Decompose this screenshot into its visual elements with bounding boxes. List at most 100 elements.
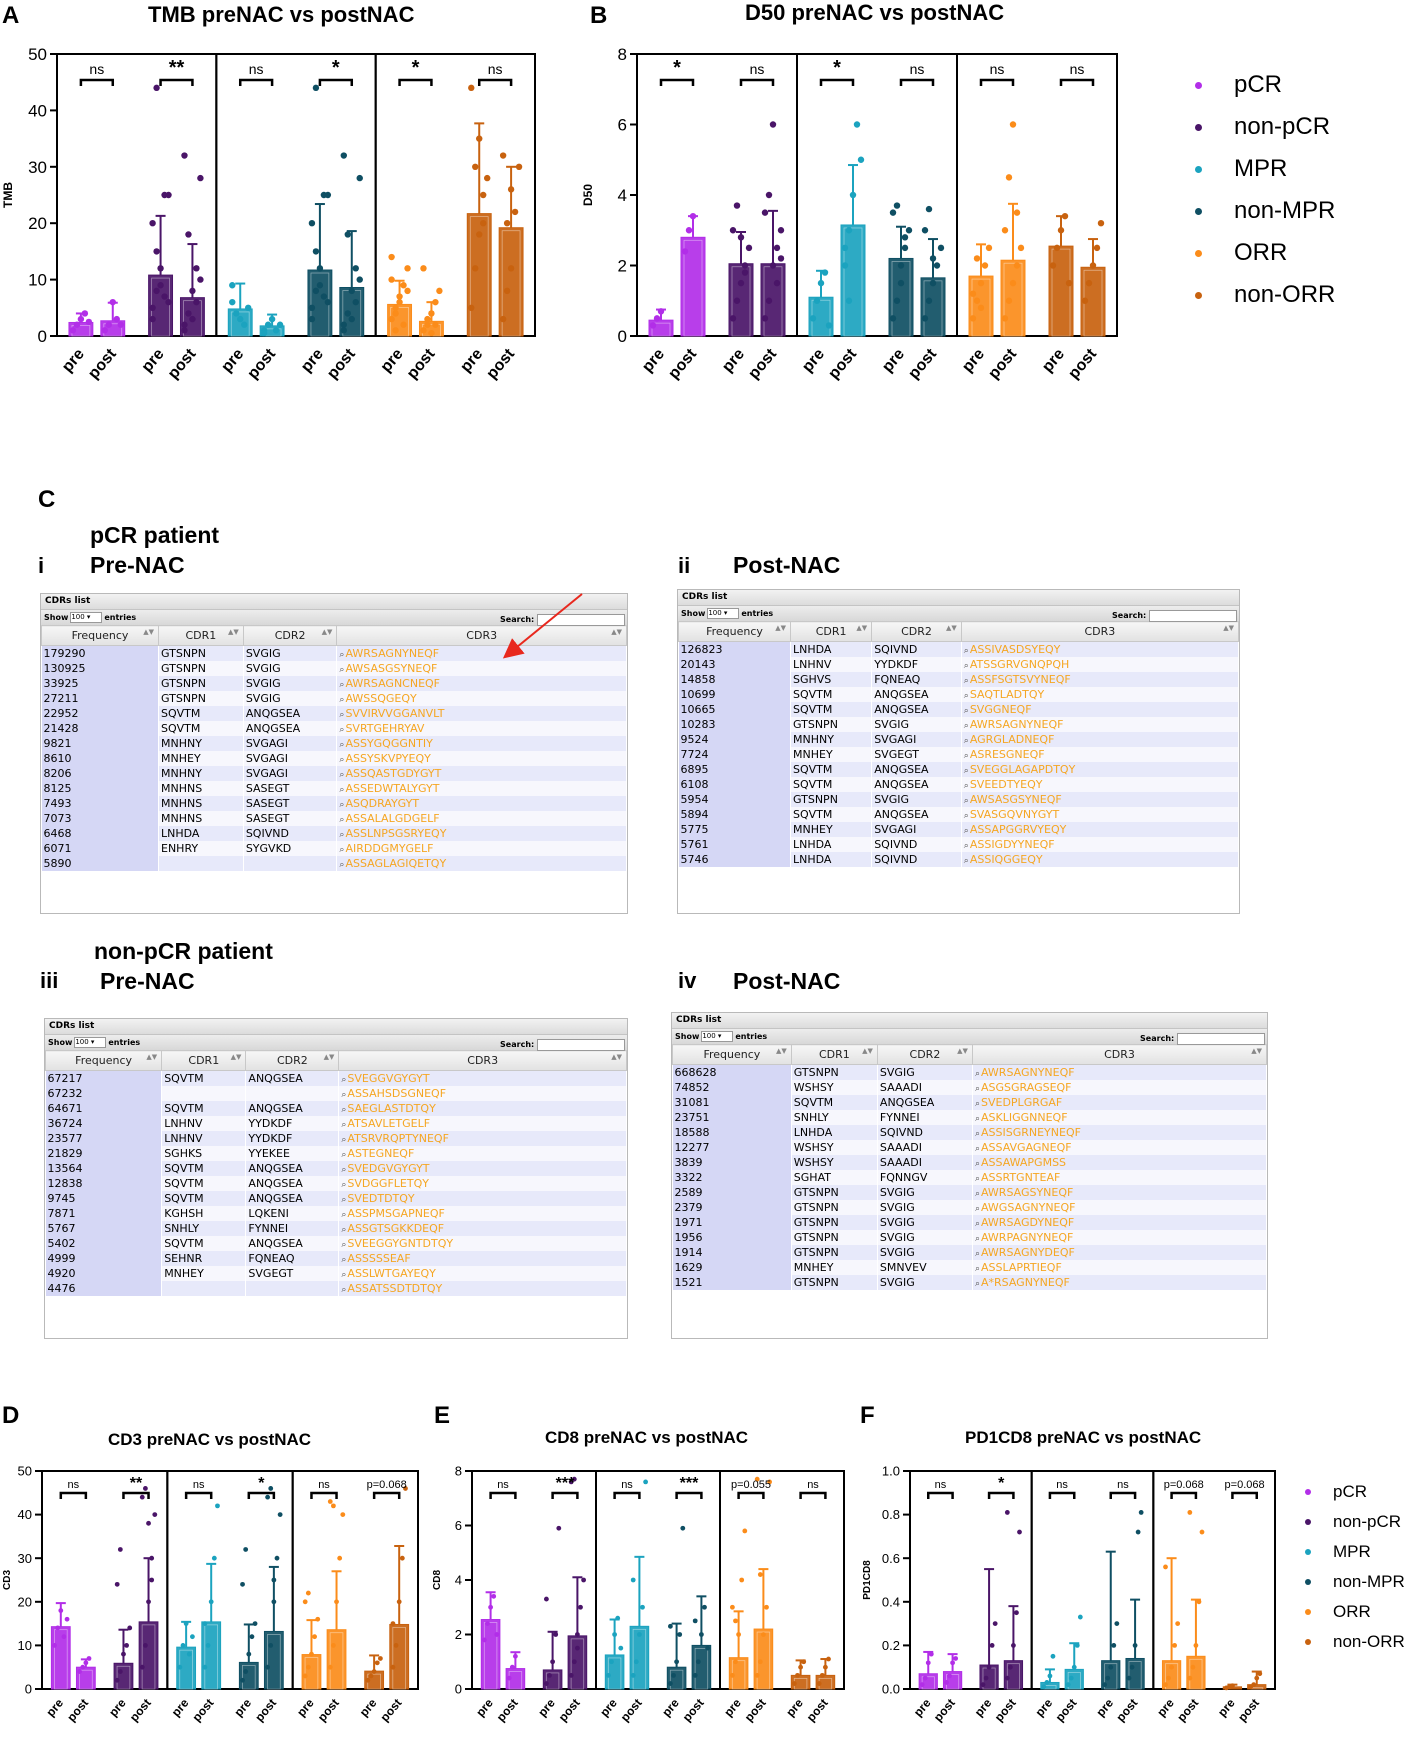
search-icon[interactable]: ⌕ [339, 725, 345, 735]
search-icon[interactable]: ⌕ [974, 1234, 980, 1244]
search-icon[interactable]: ⌕ [974, 1264, 980, 1274]
cdr3-link[interactable]: AWRPAGNYNEQF [981, 1231, 1074, 1244]
cdr3-link[interactable]: SVEGGVGYGYT [347, 1072, 430, 1085]
search-icon[interactable]: ⌕ [339, 770, 345, 780]
table-row[interactable]: 4476 ⌕ASSATSSDTDTQY [45, 1281, 627, 1296]
search-icon[interactable]: ⌕ [339, 800, 345, 810]
cdr3-link[interactable]: ASSYSKVPYEQY [345, 752, 431, 765]
search-icon[interactable]: ⌕ [963, 751, 969, 761]
table-row[interactable]: 2589 GTSNPN SVGIG ⌕AWRSAGSYNEQF [672, 1185, 1267, 1200]
cell-cdr3[interactable]: ⌕AWSASGSYNEQF [336, 661, 627, 676]
search-icon[interactable]: ⌕ [963, 691, 969, 701]
column-header-frequency[interactable]: Frequency ▲▼ [678, 621, 791, 642]
search-icon[interactable]: ⌕ [974, 1189, 980, 1199]
table-row[interactable]: 31081 SQVTM ANQGSEA ⌕SVEDPLGRGAF [672, 1095, 1267, 1110]
cdr3-link[interactable]: AWGSAGNYNEQF [981, 1201, 1076, 1214]
search-icon[interactable]: ⌕ [963, 721, 969, 731]
cdr3-link[interactable]: ATSAVLETGELF [347, 1117, 431, 1130]
entries-select[interactable]: 100 ▾ [707, 608, 740, 619]
cell-cdr3[interactable]: ⌕ASKLIGGNNEQF [972, 1110, 1267, 1125]
column-header-cdr3[interactable]: CDR3 ▲▼ [971, 1044, 1267, 1065]
table-row[interactable]: 74852 WSHSY SAAADI ⌕ASGSGRAGSEQF [672, 1080, 1267, 1095]
search-icon[interactable]: ⌕ [963, 796, 969, 806]
cdr3-link[interactable]: ASGSGRAGSEQF [981, 1081, 1072, 1094]
cdr3-link[interactable]: AWRSAGNCNEQF [345, 677, 441, 690]
search-icon[interactable]: ⌕ [963, 766, 969, 776]
cell-cdr3[interactable]: ⌕AWRSAGNYNEQF [961, 717, 1239, 732]
table-row[interactable]: 1521 GTSNPN SVGIG ⌕A*RSAGNYNEQF [672, 1275, 1267, 1290]
cell-cdr3[interactable]: ⌕SVEEDTYEQY [961, 777, 1239, 792]
search-icon[interactable]: ⌕ [963, 781, 969, 791]
cell-cdr3[interactable]: ⌕SVEEGGYGNTDTQY [338, 1236, 627, 1251]
cdr3-link[interactable]: AIRDDGMYGELF [345, 842, 434, 855]
cdr3-link[interactable]: AWSASGSYNEQF [969, 793, 1062, 806]
table-row[interactable]: 33925 GTSNPN SVGIG ⌕AWRSAGNCNEQF [41, 676, 627, 691]
cell-cdr3[interactable]: ⌕ASSATSSDTDTQY [338, 1281, 627, 1296]
search-icon[interactable]: ⌕ [341, 1165, 347, 1175]
table-row[interactable]: 9821 MNHNY SVGAGI ⌕ASSYGQGGNTIY [41, 736, 627, 751]
table-row[interactable]: 5746 LNHDA SQIVND ⌕ASSIQGGEQY [678, 852, 1239, 867]
table-row[interactable]: 1914 GTSNPN SVGIG ⌕AWRSAGNYDEQF [672, 1245, 1267, 1260]
search-icon[interactable]: ⌕ [974, 1129, 980, 1139]
cdr3-link[interactable]: ASSSSSEAF [347, 1252, 411, 1265]
cell-cdr3[interactable]: ⌕AGRGLADNEQF [961, 732, 1239, 747]
search-icon[interactable]: ⌕ [974, 1279, 980, 1289]
table-row[interactable]: 18588 LNHDA SQIVND ⌕ASSISGRNEYNEQF [672, 1125, 1267, 1140]
cdr3-link[interactable]: ATSRVRQPTYNEQF [347, 1132, 449, 1145]
search-icon[interactable]: ⌕ [341, 1180, 347, 1190]
cdr3-link[interactable]: AWRSAGDYNEQF [981, 1216, 1075, 1229]
cell-cdr3[interactable]: ⌕AWRSAGSYNEQF [972, 1185, 1267, 1200]
column-header-cdr2[interactable]: CDR2 ▲▼ [871, 621, 962, 642]
search-icon[interactable]: ⌕ [341, 1150, 347, 1160]
column-header-cdr1[interactable]: CDR1 ▲▼ [789, 621, 873, 642]
cdr3-link[interactable]: AWRSAGNYNEQF [981, 1066, 1075, 1079]
sort-icon[interactable]: ▲▼ [856, 624, 868, 632]
cell-cdr3[interactable]: ⌕ASSPMSGAPNEQF [338, 1206, 627, 1221]
cdr3-link[interactable]: AWRSAGSYNEQF [981, 1186, 1074, 1199]
cdr3-link[interactable]: SVRTGEHRYAV [345, 722, 425, 735]
search-icon[interactable]: ⌕ [963, 676, 969, 686]
sort-icon[interactable]: ▲▼ [957, 1047, 968, 1055]
search-icon[interactable]: ⌕ [339, 755, 345, 765]
column-header-cdr1[interactable]: CDR1 ▲▼ [158, 625, 244, 646]
search-icon[interactable]: ⌕ [339, 710, 345, 720]
cell-cdr3[interactable]: ⌕ASTEGNEQF [338, 1146, 627, 1161]
sort-icon[interactable]: ▲▼ [1251, 1047, 1262, 1055]
table-row[interactable]: 13564 SQVTM ANQGSEA ⌕SVEDGVGYGYT [45, 1161, 627, 1176]
table-row[interactable]: 7724 MNHEY SVGEGT ⌕ASRESGNEQF [678, 747, 1239, 762]
cdr3-link[interactable]: SAQTLADTQY [969, 688, 1045, 701]
table-row[interactable]: 1971 GTSNPN SVGIG ⌕AWRSAGDYNEQF [672, 1215, 1267, 1230]
cdr3-link[interactable]: ASSAVGAGNEQF [981, 1141, 1072, 1154]
cdr3-link[interactable]: AWRSAGNYDEQF [981, 1246, 1075, 1259]
search-icon[interactable]: ⌕ [974, 1144, 980, 1154]
sort-icon[interactable]: ▲▼ [1223, 624, 1234, 632]
cdr3-link[interactable]: AWRSAGNYNEQF [969, 718, 1064, 731]
search-icon[interactable]: ⌕ [963, 646, 969, 656]
table-row[interactable]: 7493 MNHNS SASEGT ⌕ASQDRAYGYT [41, 796, 627, 811]
cdr3-link[interactable]: ASSLAPRTIEQF [981, 1261, 1062, 1274]
cell-cdr3[interactable]: ⌕ASSYGQGGNTIY [336, 736, 627, 751]
cell-cdr3[interactable]: ⌕ASSALALGDGELF [336, 811, 627, 826]
search-icon[interactable]: ⌕ [974, 1219, 980, 1229]
table-row[interactable]: 5894 SQVTM ANQGSEA ⌕SVASGQVNYGYT [678, 807, 1239, 822]
search-icon[interactable]: ⌕ [974, 1114, 980, 1124]
cdr3-link[interactable]: ASSAWAPGMSS [981, 1156, 1067, 1169]
search-icon[interactable]: ⌕ [974, 1099, 980, 1109]
cell-cdr3[interactable]: ⌕SVDGGFLETQY [338, 1176, 627, 1191]
search-icon[interactable]: ⌕ [341, 1240, 347, 1250]
entries-select[interactable]: 100 ▾ [701, 1031, 734, 1042]
search-icon[interactable]: ⌕ [339, 815, 345, 825]
cell-cdr3[interactable]: ⌕AWRSAGNYNEQF [972, 1064, 1267, 1080]
table-row[interactable]: 130925 GTSNPN SVGIG ⌕AWSASGSYNEQF [41, 661, 627, 676]
table-row[interactable]: 5402 SQVTM ANQGSEA ⌕SVEEGGYGNTDTQY [45, 1236, 627, 1251]
cdr3-link[interactable]: SVEDPLGRGAF [981, 1096, 1063, 1109]
search-icon[interactable]: ⌕ [341, 1255, 347, 1265]
search-icon[interactable]: ⌕ [963, 661, 969, 671]
cell-cdr3[interactable]: ⌕ASSAHSDSGNEQF [338, 1086, 627, 1101]
cell-cdr3[interactable]: ⌕AWRSAGNCNEQF [336, 676, 627, 691]
cdr3-link[interactable]: ASSFSGTSVYNEQF [969, 673, 1071, 686]
table-row[interactable]: 22952 SQVTM ANQGSEA ⌕SVVIRVVGGANVLT [41, 706, 627, 721]
cell-cdr3[interactable]: ⌕ASSSSSEAF [338, 1251, 627, 1266]
search-icon[interactable]: ⌕ [341, 1195, 347, 1205]
table-row[interactable]: 67232 ⌕ASSAHSDSGNEQF [45, 1086, 627, 1101]
